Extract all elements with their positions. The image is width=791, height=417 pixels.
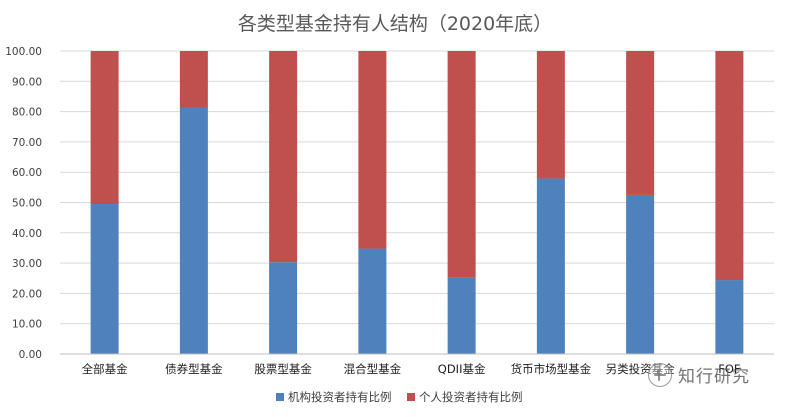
y-axis-ticks: 0.00 10.00 20.00 30.00 40.00 50.00 60.00 70.00 8…	[5, 46, 42, 361]
bar-institutional	[358, 248, 387, 354]
legend-label: 机构投资者持有比例	[288, 390, 392, 404]
bar-individual	[447, 51, 476, 278]
x-axis-categories: 全部基金 债券型基金 股票型基金 混合型基金 QDII基金 货币市场型基金 另类投资基金 FO…	[82, 362, 741, 376]
x-category-label: 全部基金	[82, 362, 128, 376]
y-tick-label: 60.00	[12, 167, 42, 179]
legend: 机构投资者持有比例 个人投资者持有比例	[276, 390, 523, 404]
x-category-label: 混合型基金	[344, 362, 402, 376]
y-tick-label: 80.00	[12, 107, 42, 119]
x-category-label: FOF	[718, 362, 740, 376]
legend-label: 个人投资者持有比例	[419, 390, 523, 404]
bar-individual	[358, 51, 387, 249]
x-category-label: 债券型基金	[165, 362, 223, 376]
bar-institutional	[626, 194, 655, 354]
chart-title: 各类型基金持有人结构（2020年底）	[238, 13, 552, 35]
bar-individual	[90, 51, 119, 205]
bar-institutional	[179, 107, 208, 355]
legend-swatch	[407, 393, 415, 401]
bars	[90, 51, 744, 355]
bar-institutional	[536, 178, 565, 354]
y-tick-label: 40.00	[12, 228, 42, 240]
legend-swatch	[276, 393, 284, 401]
bar-institutional	[447, 277, 476, 354]
bar-individual	[626, 51, 655, 195]
bar-individual	[715, 51, 744, 281]
bar-institutional	[269, 262, 298, 354]
legend-item: 机构投资者持有比例	[276, 390, 392, 404]
bar-institutional	[715, 280, 744, 354]
x-category-label: 货币市场型基金	[511, 362, 592, 376]
x-category-label: QDII基金	[438, 362, 486, 376]
x-category-label: 股票型基金	[254, 362, 312, 376]
x-category-label: 另类投资基金	[606, 362, 675, 376]
bar-individual	[269, 51, 298, 263]
gridlines	[60, 50, 774, 355]
y-tick-label: 0.00	[19, 349, 42, 361]
y-tick-label: 100.00	[5, 46, 42, 58]
bar-individual	[536, 51, 565, 179]
y-tick-label: 90.00	[12, 76, 42, 88]
legend-item: 个人投资者持有比例	[407, 390, 523, 404]
bar-individual	[179, 51, 208, 108]
y-tick-label: 10.00	[12, 319, 42, 331]
y-tick-label: 20.00	[12, 288, 42, 300]
y-tick-label: 50.00	[12, 198, 42, 210]
bar-institutional	[90, 204, 119, 354]
y-tick-label: 70.00	[12, 137, 42, 149]
y-tick-label: 30.00	[12, 258, 42, 270]
